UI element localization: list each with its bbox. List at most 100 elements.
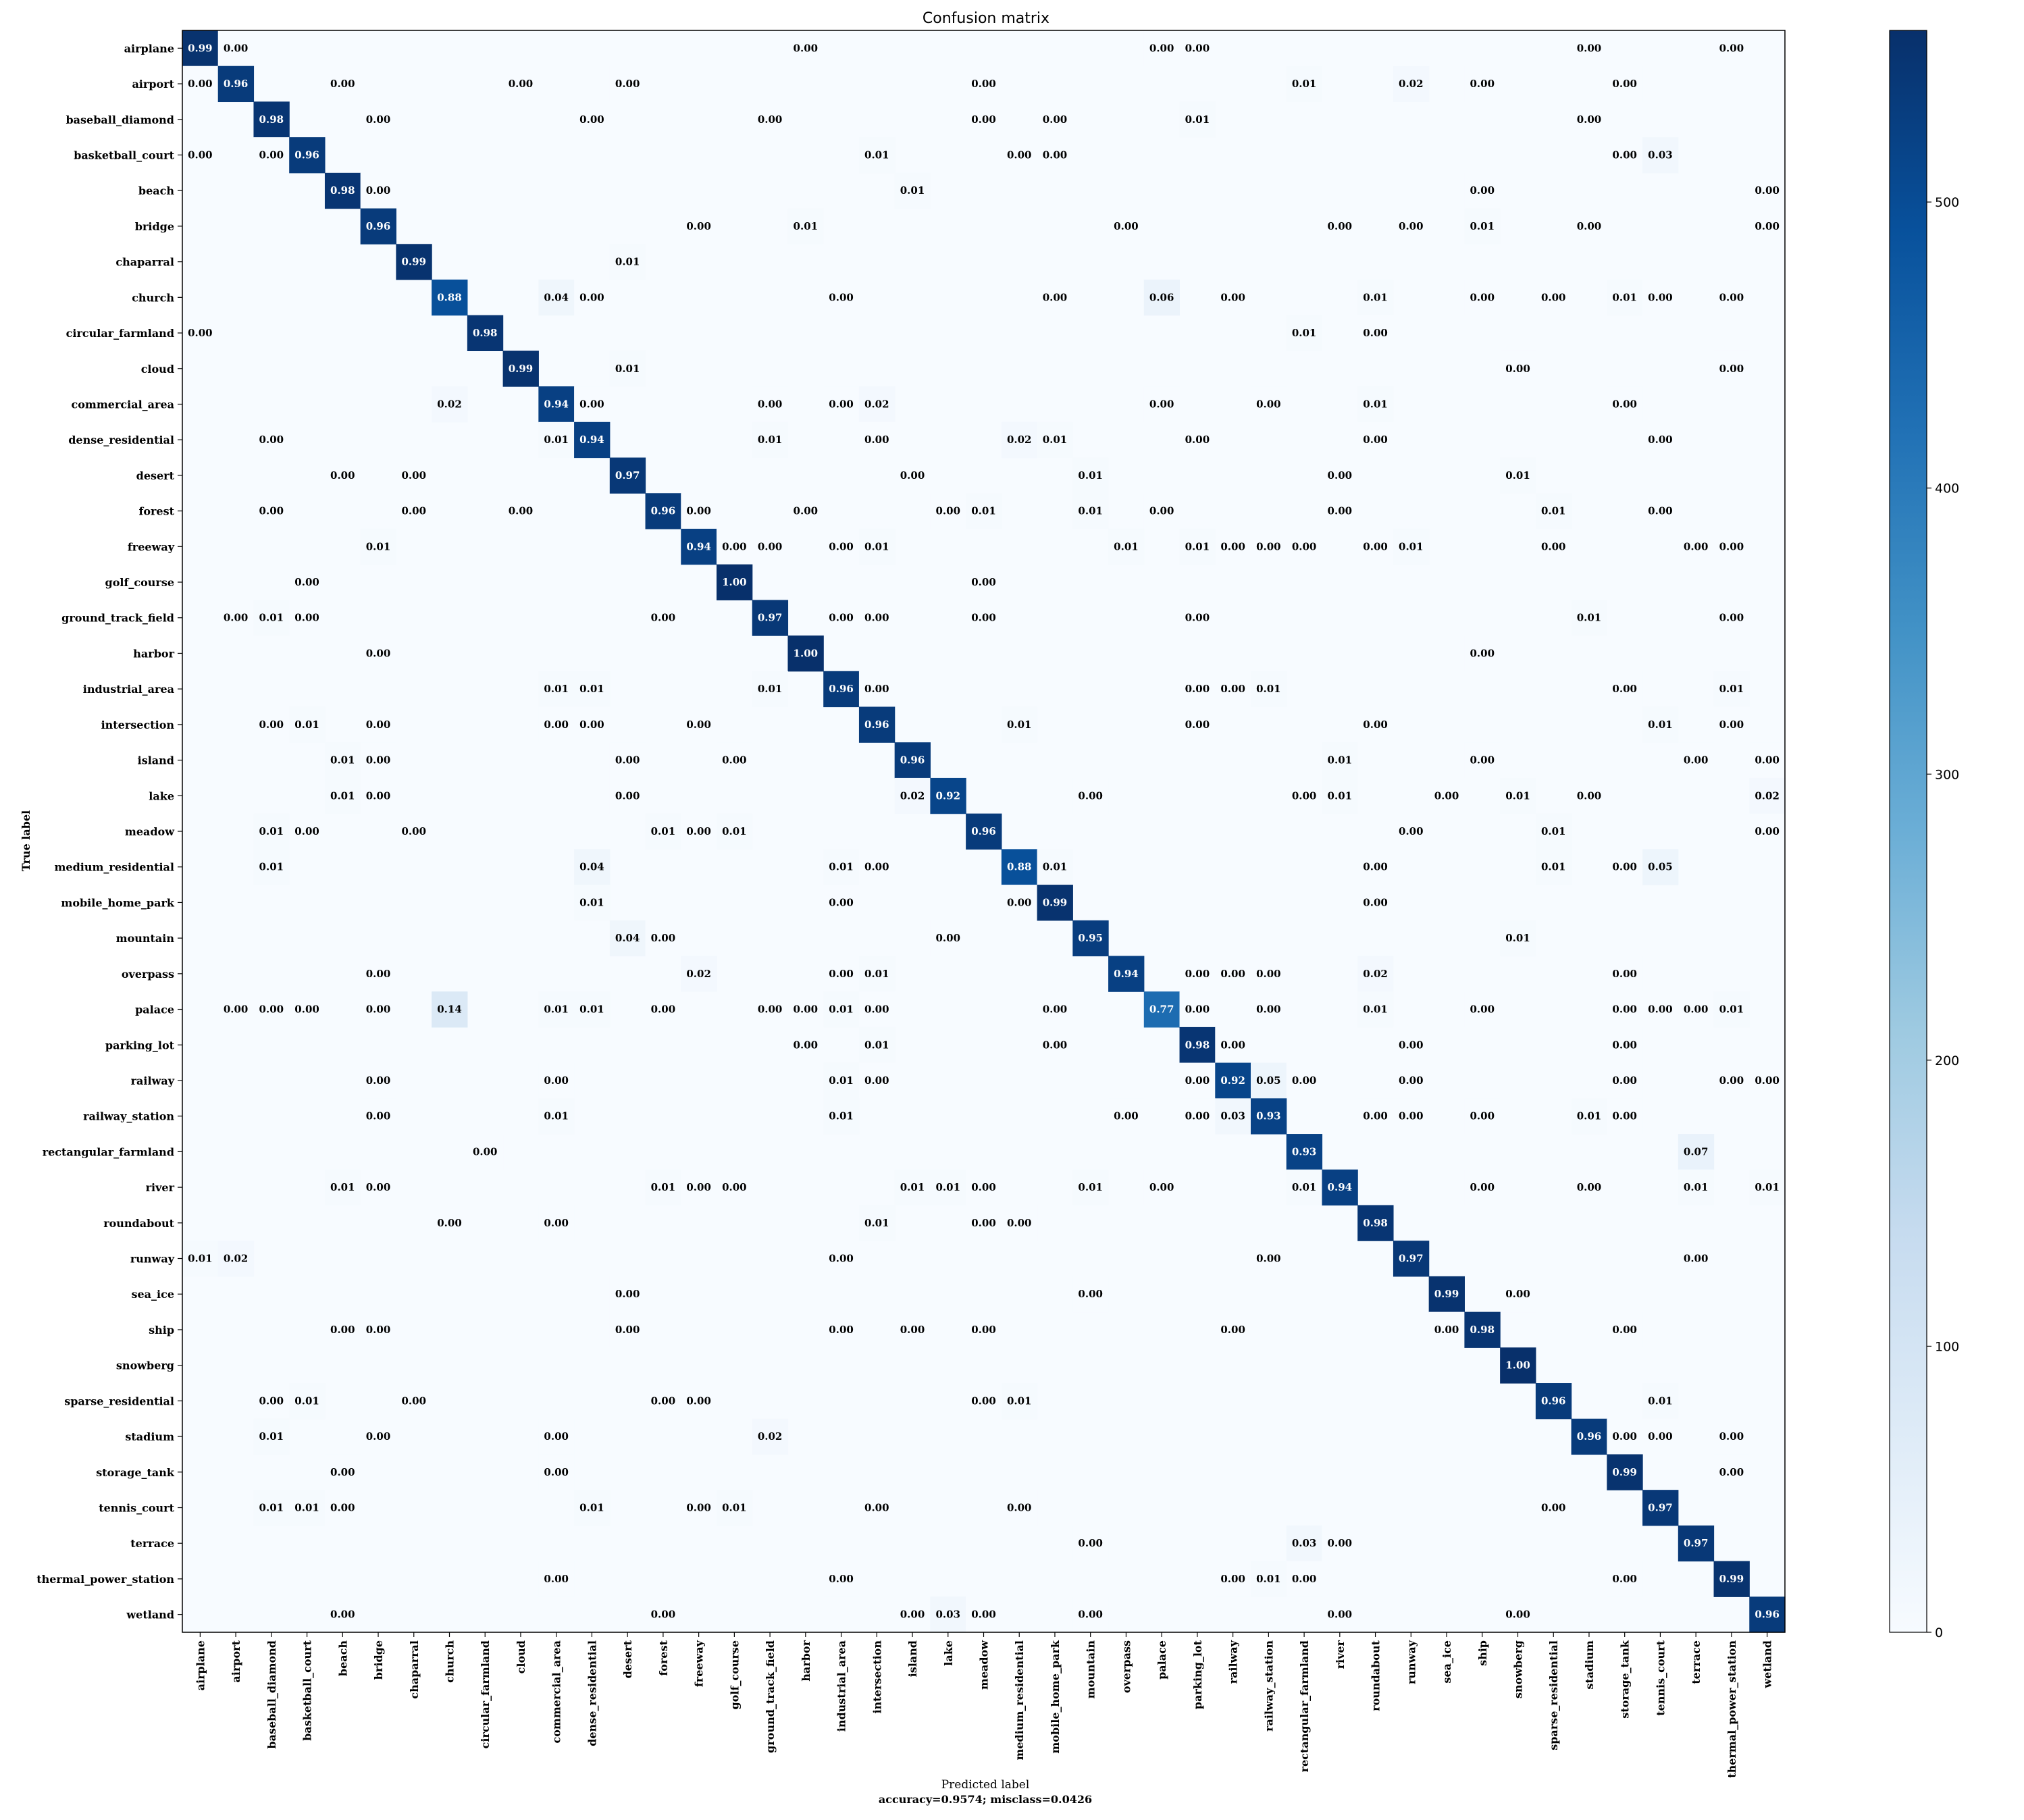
cell-value-label: 0.88 bbox=[1007, 861, 1032, 873]
cell-value-label: 0.01 bbox=[188, 1253, 213, 1265]
heatmap-cell bbox=[324, 457, 361, 494]
y-tick-label: dense_residential bbox=[68, 434, 174, 446]
cell-value-label: 0.00 bbox=[188, 327, 213, 339]
heatmap-cell bbox=[1357, 315, 1394, 351]
heatmap-cell bbox=[1215, 279, 1251, 316]
cell-value-label: 0.00 bbox=[224, 42, 249, 54]
cell-value-label: 0.01 bbox=[1292, 1181, 1317, 1193]
cell-value-label: 0.01 bbox=[544, 1004, 569, 1016]
x-tick-label: terrace bbox=[1690, 1640, 1703, 1684]
heatmap-cell bbox=[1251, 1062, 1287, 1099]
heatmap-cell bbox=[1500, 920, 1536, 957]
cell-value-label: 0.01 bbox=[579, 683, 604, 695]
heatmap-cell bbox=[1428, 1276, 1465, 1313]
cell-value-label: 0.00 bbox=[900, 1609, 925, 1621]
cell-value-label: 0.01 bbox=[758, 683, 783, 695]
heatmap-cell bbox=[787, 991, 824, 1028]
heatmap-cell bbox=[1037, 101, 1073, 138]
heatmap-cell bbox=[858, 421, 896, 459]
heatmap-cell bbox=[1322, 777, 1358, 814]
y-axis-label: True label bbox=[20, 810, 32, 871]
cell-value-label: 0.01 bbox=[758, 434, 783, 446]
heatmap-cell bbox=[858, 671, 896, 708]
cell-value-label: 0.00 bbox=[1185, 719, 1210, 731]
heatmap-cell bbox=[182, 1241, 219, 1277]
cell-value-label: 0.96 bbox=[1577, 1430, 1602, 1442]
cell-value-label: 0.00 bbox=[1612, 1074, 1637, 1087]
x-tick-label: desert bbox=[621, 1640, 634, 1678]
y-tick-label: church bbox=[132, 291, 174, 304]
cell-value-label: 0.94 bbox=[579, 434, 604, 446]
cell-value-label: 0.01 bbox=[1541, 505, 1566, 517]
heatmap-cell bbox=[1286, 1561, 1323, 1597]
heatmap-cell bbox=[253, 849, 290, 885]
heatmap-cell bbox=[1713, 706, 1750, 743]
y-tick-label: palace bbox=[135, 1004, 174, 1016]
heatmap-cell bbox=[966, 1596, 1002, 1633]
y-tick-label: rectangular_farmland bbox=[43, 1145, 174, 1158]
cell-value-label: 0.00 bbox=[1755, 1074, 1780, 1087]
heatmap-cell bbox=[1179, 101, 1216, 138]
cell-value-label: 0.00 bbox=[758, 1004, 783, 1016]
cell-value-label: 0.99 bbox=[401, 256, 426, 268]
heatmap-cell bbox=[1215, 1561, 1251, 1597]
cell-value-label: 0.00 bbox=[1007, 1502, 1032, 1514]
cell-value-label: 0.01 bbox=[900, 1181, 925, 1193]
heatmap-cell bbox=[1001, 421, 1038, 459]
heatmap-cell bbox=[823, 1098, 860, 1135]
cell-value-label: 0.01 bbox=[544, 683, 569, 695]
y-tick-label: mountain bbox=[116, 932, 175, 945]
y-tick-label: overpass bbox=[122, 968, 174, 981]
cell-value-label: 0.01 bbox=[900, 184, 925, 197]
y-tick-label: parking_lot bbox=[105, 1039, 175, 1051]
cell-value-label: 0.01 bbox=[794, 220, 819, 232]
heatmap-cell bbox=[966, 1169, 1002, 1206]
cell-value-label: 0.02 bbox=[437, 398, 462, 410]
heatmap-cell bbox=[609, 1276, 646, 1313]
cell-value-label: 0.01 bbox=[294, 1502, 319, 1514]
cell-value-label: 0.00 bbox=[1363, 1110, 1388, 1122]
x-tick-label: palace bbox=[1156, 1640, 1168, 1680]
heatmap-cell bbox=[609, 777, 646, 814]
heatmap-cell bbox=[1713, 30, 1750, 67]
heatmap-cell bbox=[1464, 208, 1501, 244]
cell-value-label: 0.01 bbox=[829, 861, 854, 873]
heatmap-cell bbox=[324, 66, 361, 103]
cell-value-label: 0.00 bbox=[1612, 1430, 1637, 1442]
heatmap-cell bbox=[1286, 1525, 1323, 1562]
heatmap-cell bbox=[752, 101, 789, 138]
cell-value-label: 0.00 bbox=[366, 184, 391, 197]
cell-value-label: 0.00 bbox=[1612, 1110, 1637, 1122]
heatmap-cell bbox=[1607, 1561, 1643, 1597]
heatmap-cell bbox=[1393, 528, 1430, 565]
heatmap-cell bbox=[787, 208, 824, 244]
y-tick-label: bridge bbox=[135, 220, 174, 233]
x-tick-label: railway_station bbox=[1262, 1640, 1275, 1732]
cell-value-label: 0.00 bbox=[1470, 291, 1495, 303]
heatmap-cell bbox=[360, 1062, 396, 1099]
cell-value-label: 0.00 bbox=[1007, 896, 1032, 908]
cell-value-label: 0.00 bbox=[1719, 1466, 1744, 1478]
cell-value-label: 0.01 bbox=[1648, 1395, 1673, 1407]
heatmap-cell bbox=[1143, 1169, 1180, 1206]
cell-value-label: 1.00 bbox=[1505, 1359, 1530, 1372]
cell-value-label: 0.04 bbox=[579, 861, 604, 873]
y-tick-label: airport bbox=[132, 78, 174, 90]
heatmap-cell bbox=[1108, 528, 1145, 565]
heatmap-cell bbox=[360, 528, 396, 565]
cell-value-label: 0.00 bbox=[330, 1466, 355, 1478]
cell-value-label: 0.00 bbox=[864, 1074, 889, 1087]
cell-value-label: 0.00 bbox=[758, 113, 783, 126]
heatmap-cell bbox=[894, 172, 931, 209]
heatmap-cell bbox=[1072, 777, 1109, 814]
heatmap-cell bbox=[1215, 671, 1251, 708]
cell-value-label: 0.00 bbox=[1292, 1074, 1317, 1087]
cell-value-label: 0.00 bbox=[579, 398, 604, 410]
cell-value-label: 0.00 bbox=[829, 1253, 854, 1265]
heatmap-cell bbox=[787, 1026, 824, 1064]
cell-value-label: 0.00 bbox=[544, 1217, 569, 1229]
heatmap-cell bbox=[823, 849, 860, 885]
cell-value-label: 0.00 bbox=[1755, 754, 1780, 766]
x-tick-label: runway bbox=[1405, 1640, 1418, 1684]
heatmap-cell bbox=[182, 30, 219, 67]
